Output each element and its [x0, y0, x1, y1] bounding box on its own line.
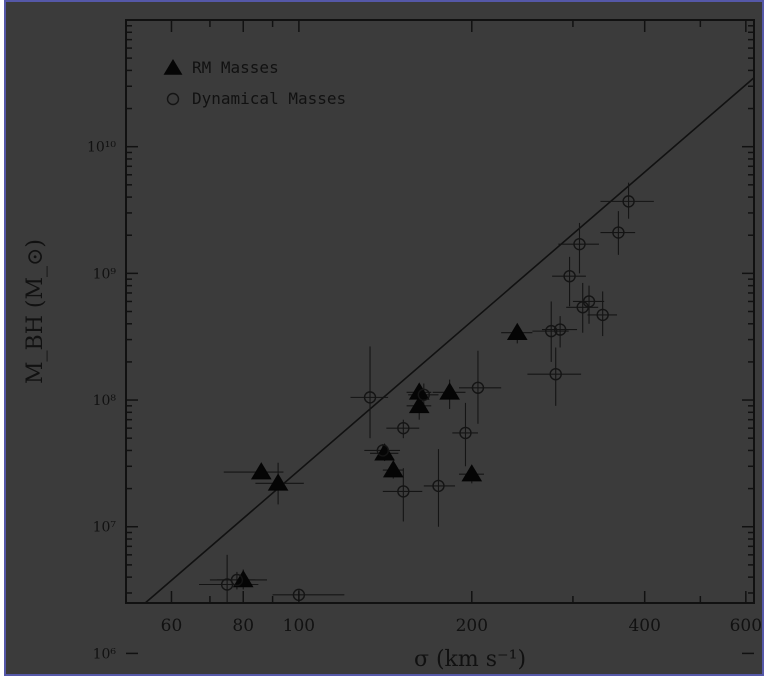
- legend-label: Dynamical Masses: [192, 89, 346, 108]
- rm-mass-point: [439, 382, 460, 400]
- dynamical-mass-point: [471, 381, 485, 394]
- x-tick-label: 60: [161, 616, 183, 636]
- dynamical-mass-point: [363, 391, 377, 404]
- dynamical-mass-point: [432, 479, 445, 493]
- legend-triangle-icon: [163, 59, 183, 75]
- rm-mass-point: [408, 395, 430, 414]
- dynamical-mass-point: [612, 226, 625, 239]
- legend-circle-icon: [166, 92, 180, 106]
- dynamical-mass-point: [230, 573, 244, 587]
- legend-label: RM Masses: [192, 58, 279, 77]
- dynamical-mass-point: [553, 323, 567, 336]
- rm-mass-point: [374, 443, 395, 461]
- x-tick-label: 400: [628, 616, 660, 636]
- dynamical-mass-point: [622, 195, 635, 208]
- dynamical-mass-point: [563, 269, 576, 283]
- rm-mass-point: [232, 569, 254, 588]
- dynamical-mass-point: [376, 444, 390, 457]
- chart-frame: [4, 0, 764, 676]
- y-axis-title: M_BH (M_⊙): [23, 239, 48, 384]
- rm-mass-point: [506, 322, 528, 340]
- dynamical-mass-point: [582, 295, 596, 308]
- fit-line: [144, 77, 755, 604]
- rm-mass-point: [250, 462, 272, 480]
- y-tick-label: 10⁶: [93, 646, 117, 662]
- dynamical-mass-point: [397, 421, 410, 435]
- x-axis-title: σ (km s⁻¹): [414, 647, 526, 672]
- x-tick-label: 200: [456, 616, 488, 636]
- rm-mass-point: [382, 460, 404, 478]
- dynamical-mass-point: [545, 324, 558, 338]
- x-tick-label: 600: [730, 616, 762, 636]
- dynamical-mass-point: [220, 578, 234, 591]
- dynamical-mass-point: [573, 237, 586, 251]
- x-tick-label: 80: [232, 616, 254, 636]
- y-tick-label: 10¹⁰: [87, 140, 116, 156]
- y-tick-label: 10⁷: [93, 520, 117, 536]
- x-tick-label: 100: [283, 616, 315, 636]
- dynamical-mass-point: [459, 426, 472, 440]
- y-tick-label: 10⁸: [93, 393, 117, 409]
- rm-mass-point: [461, 464, 483, 482]
- dynamical-mass-point: [549, 367, 562, 381]
- rm-mass-point: [267, 473, 289, 491]
- y-tick-label: 10⁹: [93, 266, 117, 282]
- dynamical-mass-point: [596, 308, 609, 322]
- dynamical-mass-point: [417, 388, 431, 402]
- dynamical-mass-point: [397, 485, 410, 498]
